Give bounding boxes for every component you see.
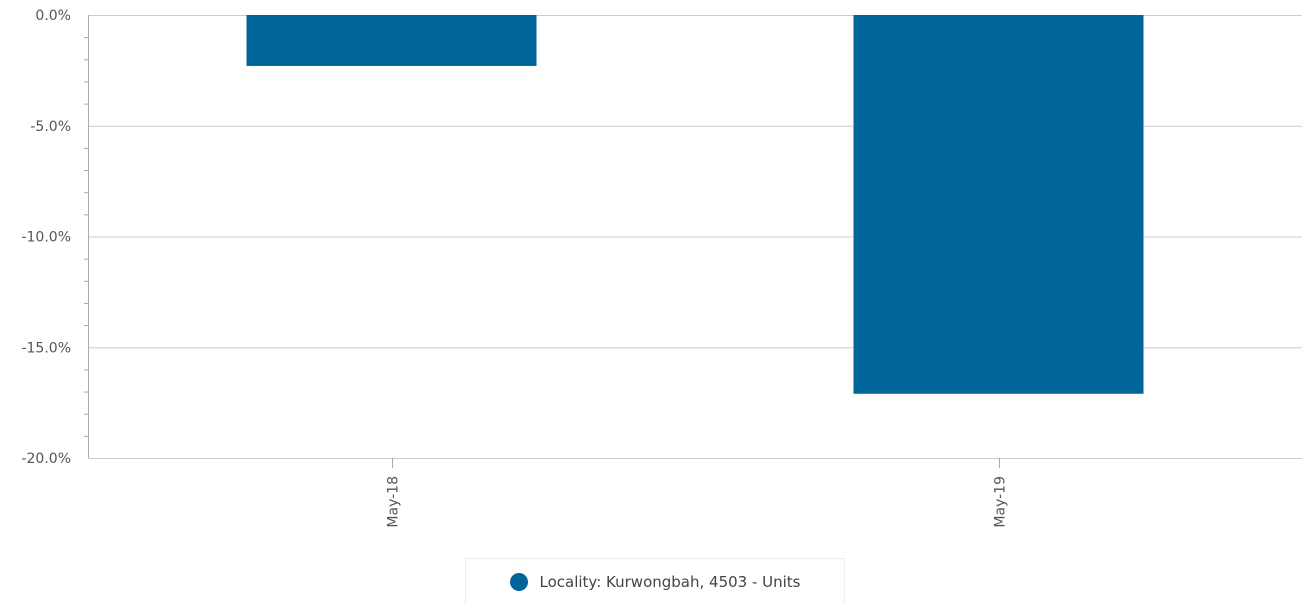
y-tick-label: -20.0% xyxy=(21,451,71,467)
x-tick-label: May-18 xyxy=(386,476,402,528)
bars xyxy=(246,15,1144,394)
y-axis: 0.0% -5.0% -10.0% -15.0% -20.0% xyxy=(21,8,89,467)
bar-may-19[interactable] xyxy=(853,15,1144,394)
x-axis: May-18 May-19 xyxy=(386,458,1009,528)
y-tick-label: -15.0% xyxy=(21,340,71,356)
y-tick-label: -10.0% xyxy=(21,230,71,246)
legend[interactable]: Locality: Kurwongbah, 4503 - Units xyxy=(465,558,845,605)
bar-may-18[interactable] xyxy=(246,15,537,66)
legend-circle-icon xyxy=(509,573,528,591)
x-tick-label: May-19 xyxy=(993,476,1009,528)
y-tick-label: -5.0% xyxy=(30,119,71,135)
legend-label: Locality: Kurwongbah, 4503 - Units xyxy=(539,573,801,591)
y-tick-label: 0.0% xyxy=(35,8,71,24)
y-axis-minor-ticks xyxy=(84,37,88,437)
